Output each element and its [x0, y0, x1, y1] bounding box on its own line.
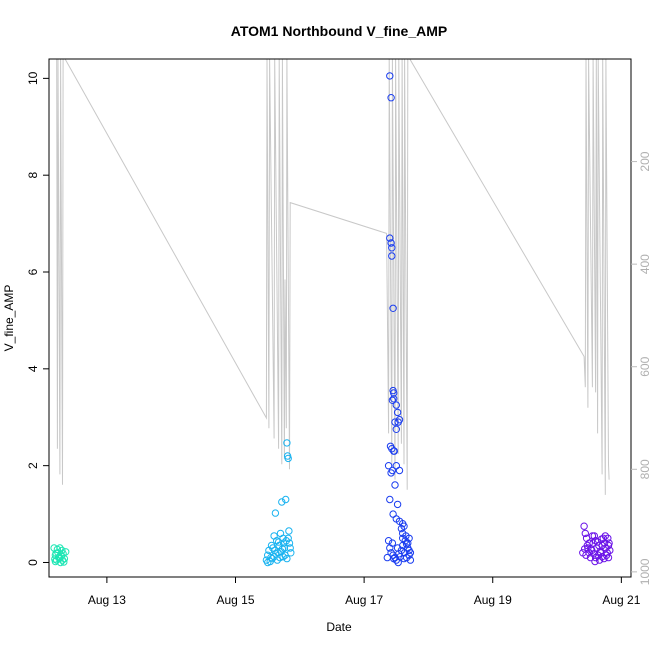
scatter-point — [604, 553, 613, 562]
scatter-points-layer — [50, 72, 614, 567]
scatter-point — [602, 551, 611, 559]
scatter-point — [284, 454, 292, 463]
scatter-point — [393, 408, 402, 417]
scatter-point — [60, 558, 68, 566]
scatter-point — [283, 554, 291, 563]
scatter-point — [52, 549, 60, 557]
y-right-tick-label: 400 — [638, 254, 650, 274]
y-right-tick-label: 800 — [638, 459, 650, 479]
scatter-point — [392, 401, 400, 409]
scatter-point — [387, 239, 395, 247]
scatter-point — [387, 94, 395, 102]
chart-title: ATOM1 Northbound V_fine_AMP — [231, 23, 447, 39]
scatter-point — [278, 498, 286, 506]
scatter-point — [591, 557, 599, 566]
scatter-point — [388, 445, 396, 453]
scatter-point — [282, 537, 290, 545]
x-axis-label: Date — [326, 620, 352, 634]
scatter-point — [400, 522, 408, 530]
background-series-line — [56, 58, 610, 495]
scatter-point — [590, 550, 598, 558]
y-axis-label: V_fine_AMP — [2, 285, 16, 352]
scatter-point — [596, 548, 604, 556]
scatter-point — [283, 439, 291, 447]
scatter-point — [392, 425, 400, 433]
x-axis: Aug 13 Aug 15 Aug 17 Aug 19 Aug 21 — [88, 577, 641, 607]
scatter-point — [391, 481, 399, 489]
x-tick-label: Aug 15 — [216, 593, 254, 607]
y-left-tick-label: 0 — [26, 559, 40, 566]
scatter-point — [284, 534, 292, 542]
x-tick-label: Aug 17 — [345, 593, 383, 607]
y-right-tick-label: 1000 — [638, 558, 650, 585]
scatter-point — [383, 553, 391, 562]
y-left-tick-label: 4 — [26, 365, 40, 372]
scatter-point — [390, 447, 398, 455]
scatter-point — [276, 529, 285, 538]
scatter-point — [285, 527, 293, 535]
y-right-tick-label: 200 — [638, 151, 650, 171]
scatter-series-1 — [50, 544, 70, 567]
scatter-point — [402, 540, 411, 548]
scatter-point — [274, 538, 283, 546]
scatter-point — [389, 304, 397, 312]
y-axis-left: 0 2 4 6 8 10 — [26, 71, 49, 566]
scatter-point — [386, 495, 394, 504]
scatter-point — [406, 549, 415, 557]
scatter-point — [389, 386, 397, 395]
scatter-point — [390, 395, 398, 403]
scatter-point — [56, 554, 64, 562]
scatter-point — [604, 534, 612, 542]
scatter-point — [388, 539, 397, 547]
scatter-point — [384, 462, 393, 470]
scatter-point — [581, 545, 589, 553]
scatter-point — [286, 544, 294, 552]
scatter-point — [388, 466, 397, 475]
scatter-point — [386, 72, 394, 80]
y-left-tick-label: 8 — [26, 172, 40, 179]
y-left-tick-label: 6 — [26, 268, 40, 275]
scatter-point — [280, 539, 288, 547]
scatter-series-3 — [383, 72, 415, 567]
scatter-point — [391, 418, 399, 426]
scatter-point — [397, 524, 406, 533]
x-tick-label: Aug 21 — [602, 593, 640, 607]
x-tick-label: Aug 19 — [474, 593, 512, 607]
scatter-point — [282, 495, 290, 504]
scatter-point — [581, 529, 589, 538]
x-tick-label: Aug 13 — [88, 593, 126, 607]
y-axis-right: 200 400 600 800 1000 — [631, 151, 650, 585]
scatter-series-4 — [579, 522, 614, 566]
scatter-point — [400, 554, 408, 563]
scatter-point — [386, 234, 394, 242]
y-left-tick-label: 10 — [26, 71, 40, 85]
y-right-tick-label: 600 — [638, 356, 650, 376]
scatter-point — [273, 556, 281, 564]
scatter-point — [388, 396, 397, 404]
background-line-layer — [56, 58, 610, 495]
scatter-point — [384, 537, 393, 545]
scatter-point — [401, 537, 409, 545]
scatter-point — [580, 522, 588, 530]
scatter-point — [588, 532, 597, 540]
scatter-point — [268, 554, 276, 563]
scatter-series-2 — [262, 439, 295, 567]
scatter-point — [399, 534, 407, 542]
plot-frame — [48, 58, 632, 578]
scatter-point — [395, 416, 404, 424]
scatter-point — [393, 500, 402, 509]
scatter-point — [590, 532, 598, 540]
y-left-tick-label: 2 — [26, 462, 40, 469]
scatter-point — [279, 553, 287, 561]
scatter-point — [395, 466, 404, 475]
scatter-point — [58, 546, 66, 555]
scatter-point — [605, 539, 613, 547]
scatter-point — [395, 550, 403, 558]
scatter-point — [271, 546, 279, 555]
scatter-point — [388, 252, 396, 260]
scatter-point — [53, 545, 62, 554]
scatter-point — [271, 509, 280, 517]
scatter-point — [388, 244, 396, 252]
